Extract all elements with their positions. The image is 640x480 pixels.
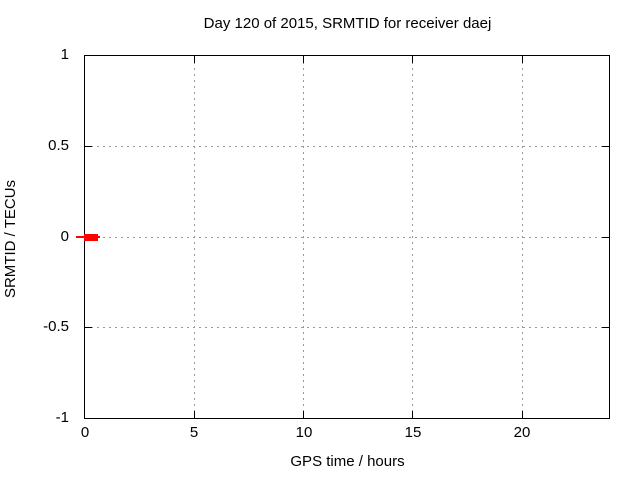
y-tick-label: -1 (55, 409, 69, 426)
tick-mark (602, 237, 609, 238)
y-tick-label: 0 (60, 228, 69, 245)
x-tick-label: 20 (513, 424, 531, 441)
tick-mark (522, 56, 523, 63)
grid-line-h (85, 327, 609, 328)
grid-line-h (85, 237, 609, 238)
tick-mark (85, 327, 92, 328)
tick-mark (602, 146, 609, 147)
tick-mark (303, 56, 304, 63)
grid-line-h (85, 146, 609, 147)
tick-mark (602, 327, 609, 328)
x-tick-label: 10 (295, 424, 313, 441)
tick-mark (85, 146, 92, 147)
tick-mark (412, 411, 413, 418)
tick-mark (194, 411, 195, 418)
y-tick-label: -0.5 (43, 318, 69, 335)
x-tick-label: 0 (80, 424, 90, 441)
chart-title: Day 120 of 2015, SRMTID for receiver dae… (203, 15, 492, 32)
x-tick-label: 15 (404, 424, 422, 441)
tick-mark (303, 411, 304, 418)
tick-mark (522, 411, 523, 418)
series-thick-segment (84, 234, 98, 241)
tick-mark (412, 56, 413, 63)
y-tick-label: 0.5 (48, 137, 69, 154)
tick-mark (194, 56, 195, 63)
x-tick-label: 5 (189, 424, 199, 441)
y-tick-label: 1 (60, 46, 69, 63)
plot-area (76, 55, 610, 419)
x-axis-label: GPS time / hours (290, 453, 405, 470)
